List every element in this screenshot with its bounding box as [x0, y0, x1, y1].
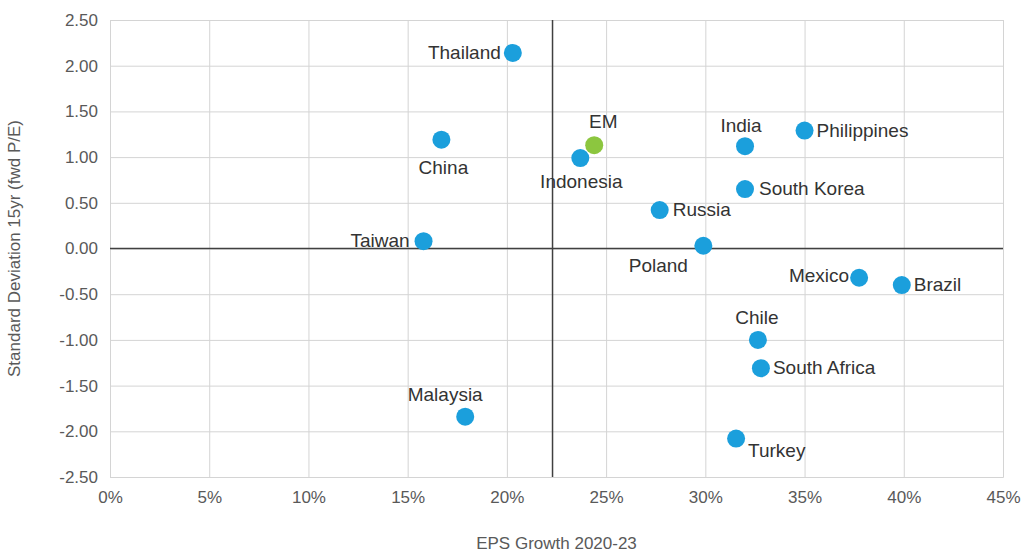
y-grid-line — [110, 249, 1003, 250]
point — [456, 408, 474, 426]
y-tick-label: 2.50 — [65, 11, 98, 30]
point-label: Taiwan — [350, 230, 409, 251]
x-tick-label: 25% — [590, 488, 624, 507]
x-tick-label: 5% — [197, 488, 222, 507]
point-label: India — [720, 115, 762, 136]
point — [752, 359, 770, 377]
point — [796, 122, 814, 140]
x-tick: 40% — [887, 20, 921, 507]
y-tick: 1.00 — [65, 148, 1003, 167]
y-grid-line — [110, 20, 1003, 21]
y-axis-line — [111, 21, 1004, 478]
point — [749, 331, 767, 349]
x-tick: 25% — [590, 20, 624, 507]
point-label: EM — [589, 111, 618, 132]
x-tick-label: 20% — [490, 488, 524, 507]
y-tick-label: 0.00 — [65, 239, 98, 258]
y-grid-line — [110, 66, 1003, 67]
point-label: Turkey — [748, 440, 806, 461]
point — [694, 237, 712, 255]
point — [736, 137, 754, 155]
y-grid-line — [110, 477, 1003, 478]
point — [432, 131, 450, 149]
x-tick-label: 30% — [689, 488, 723, 507]
point-label: Philippines — [817, 120, 909, 141]
y-tick-label: -0.50 — [59, 285, 98, 304]
x-tick: 10% — [292, 20, 326, 507]
y-tick-label: -2.50 — [59, 468, 98, 487]
chart: 0% 5% 10% 15% 20% 25% 30% 35% 40% 45% -2.50 -2.00 -1… — [0, 0, 1024, 559]
x-tick-label: 15% — [391, 488, 425, 507]
y-tick: 1.50 — [65, 102, 1003, 121]
point-label: South Korea — [759, 178, 865, 199]
point — [893, 276, 911, 294]
point-label: Thailand — [428, 42, 501, 63]
plot-area: 0% 5% 10% 15% 20% 25% 30% 35% 40% 45% -2.50 -2.00 -1… — [59, 11, 1020, 507]
point-label: Indonesia — [540, 171, 623, 192]
x-tick: 5% — [197, 20, 222, 507]
y-grid-line — [110, 386, 1003, 387]
point — [571, 149, 589, 167]
y-tick: -1.50 — [59, 377, 1003, 396]
x-tick: 30% — [689, 20, 723, 507]
y-tick: 0.00 — [65, 239, 1003, 258]
point-label: Chile — [735, 307, 778, 328]
y-tick: 2.50 — [65, 11, 1003, 30]
x-tick-label: 0% — [98, 488, 123, 507]
y-axis-title: Standard Deviation 15yr (fwd P/E) — [5, 120, 24, 377]
y-tick-label: -1.50 — [59, 377, 98, 396]
x-tick: 15% — [391, 20, 425, 507]
point — [415, 232, 433, 250]
x-tick: 35% — [788, 20, 822, 507]
point-label: Malaysia — [408, 384, 483, 405]
point — [504, 44, 522, 62]
y-tick: -1.00 — [59, 331, 1003, 350]
y-tick-label: 0.50 — [65, 194, 98, 213]
point — [651, 201, 669, 219]
y-grid-line — [110, 340, 1003, 341]
x-tick-label: 10% — [292, 488, 326, 507]
y-tick: -2.00 — [59, 422, 1003, 441]
x-grid-line — [1003, 20, 1004, 477]
y-tick-label: 2.00 — [65, 57, 98, 76]
y-tick-label: -2.00 — [59, 422, 98, 441]
point-label: Brazil — [914, 274, 962, 295]
y-grid-line — [110, 294, 1003, 295]
x-axis: 0% 5% 10% 15% 20% 25% 30% 35% 40% 45% — [98, 20, 1020, 507]
point-label: Mexico — [789, 265, 849, 286]
y-tick: -2.50 — [59, 468, 1003, 487]
point-label: Russia — [673, 199, 732, 220]
x-tick: 45% — [986, 20, 1020, 507]
x-tick: 20% — [490, 20, 524, 507]
x-axis-line — [111, 20, 1004, 478]
y-axis: -2.50 -2.00 -1.50 -1.00 -0.50 0.00 0.50 1.00 1.5… — [59, 11, 1003, 487]
y-grid-line — [110, 111, 1003, 112]
y-grid-line — [110, 203, 1003, 204]
point — [585, 136, 603, 154]
point-label: South Africa — [773, 357, 876, 378]
y-grid-line — [110, 157, 1003, 158]
point-label: China — [419, 157, 469, 178]
data-layer — [110, 20, 1003, 477]
point — [736, 180, 754, 198]
point-labels: Thailand China Taiwan Malaysia Indonesia EM In… — [350, 42, 961, 461]
y-tick: -0.50 — [59, 285, 1003, 304]
point — [850, 269, 868, 287]
x-tick-label: 45% — [986, 488, 1020, 507]
point-label: Poland — [629, 255, 688, 276]
y-tick-label: -1.00 — [59, 331, 98, 350]
y-grid-line — [110, 431, 1003, 432]
y-tick-label: 1.50 — [65, 102, 98, 121]
x-tick-label: 35% — [788, 488, 822, 507]
point — [727, 430, 745, 448]
reference-line-y — [110, 248, 1003, 250]
y-tick: 2.00 — [65, 57, 1003, 76]
x-tick-label: 40% — [887, 488, 921, 507]
y-tick-label: 1.00 — [65, 148, 98, 167]
x-axis-title: EPS Growth 2020-23 — [476, 534, 637, 553]
